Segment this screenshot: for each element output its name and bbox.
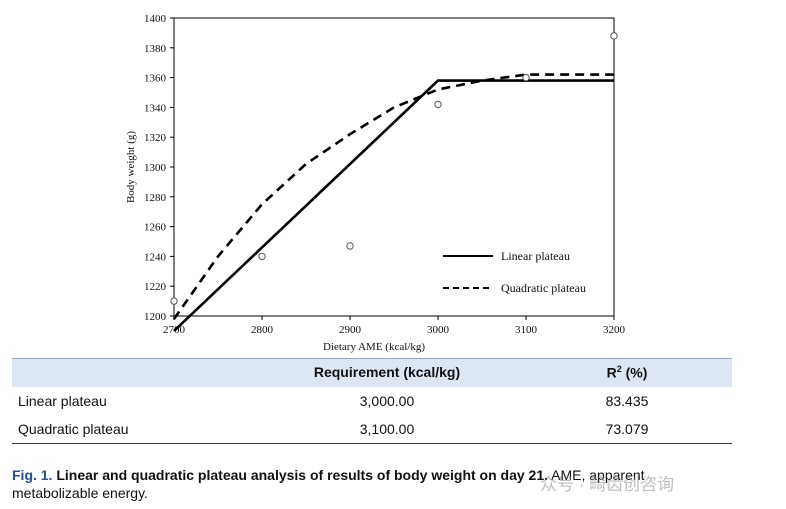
row-r2: 83.435 <box>605 393 649 409</box>
x-axis-label: Dietary AME (kcal/kg) <box>323 341 425 353</box>
x-tick-label: 2900 <box>339 324 362 336</box>
chart-legend: Linear plateau Quadratic plateau <box>443 249 586 295</box>
table-row: Quadratic plateau 3,100.00 73.079 <box>12 415 732 444</box>
y-tick-label: 1280 <box>144 192 167 204</box>
chart-axes: 1200 1220 1240 1260 1280 1300 1320 1340 1360 1380… <box>125 13 626 353</box>
row-requirement: 3,100.00 <box>359 421 415 437</box>
header-r2: R2 (%) <box>606 364 648 381</box>
row-label: Linear plateau <box>18 393 107 409</box>
y-tick-label: 1200 <box>144 311 167 323</box>
chart-marks <box>170 32 618 332</box>
caption-text: AME, apparent metabolizable energy. <box>12 467 645 501</box>
plot-frame <box>173 17 615 317</box>
y-tick-label: 1260 <box>144 222 167 234</box>
y-tick-label: 1400 <box>144 13 167 25</box>
header-requirement: Requirement (kcal/kg) <box>313 364 461 380</box>
x-tick-label: 3000 <box>427 324 450 336</box>
figure-label: Fig. 1. <box>12 467 53 483</box>
requirement-table: Requirement (kcal/kg) R2 (%) Linear plat… <box>12 358 732 444</box>
caption-bold: Linear and quadratic plateau analysis of… <box>56 467 549 483</box>
y-tick-label: 1220 <box>144 281 167 293</box>
y-tick-label: 1340 <box>144 102 167 114</box>
table-row: Linear plateau 3,000.00 83.435 <box>12 387 732 415</box>
observed-point <box>434 100 442 109</box>
observed-point <box>170 297 178 305</box>
y-tick-label: 1380 <box>144 43 167 55</box>
y-tick-label: 1320 <box>144 132 167 144</box>
y-axis-label: Body weight (g) <box>125 131 137 203</box>
legend-label: Quadratic plateau <box>501 281 586 295</box>
quadratic-plateau-line <box>172 73 614 320</box>
x-tick-label: 3200 <box>603 324 626 336</box>
y-tick-label: 1360 <box>144 73 167 85</box>
figure-caption: Fig. 1. Linear and quadratic plateau ana… <box>12 466 732 502</box>
observed-point <box>610 32 618 40</box>
x-tick-label: 2800 <box>251 324 274 336</box>
observed-point <box>346 242 354 250</box>
y-tick-label: 1300 <box>144 162 167 174</box>
row-r2: 73.079 <box>605 421 649 437</box>
legend-label: Linear plateau <box>501 249 570 263</box>
observed-point <box>258 252 266 261</box>
watermark: 众号 · 畸齿创咨询 <box>540 475 675 494</box>
x-tick-label: 3100 <box>515 324 538 336</box>
row-label: Quadratic plateau <box>18 421 129 437</box>
y-tick-label: 1240 <box>144 251 167 263</box>
table-header: Requirement (kcal/kg) R2 (%) <box>12 358 732 387</box>
row-requirement: 3,000.00 <box>359 393 415 409</box>
plateau-chart: 1200 1220 1240 1260 1280 1300 1320 1340 1360 1380… <box>125 13 626 353</box>
observed-point <box>522 73 530 82</box>
linear-plateau-line <box>173 79 614 332</box>
